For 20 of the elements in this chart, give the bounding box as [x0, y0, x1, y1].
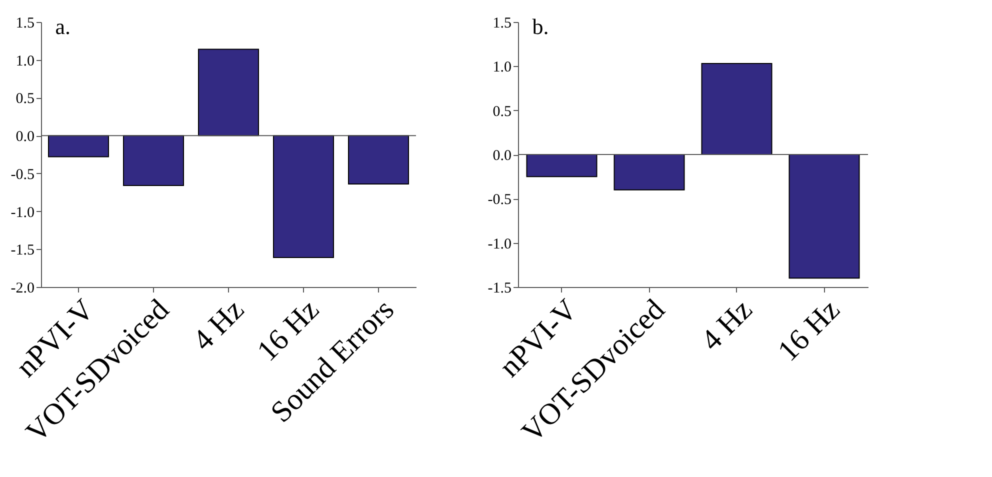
y-tick-label: -1.5	[488, 280, 512, 296]
x-tick-label: 4 Hz	[186, 293, 250, 358]
y-tick-label: -0.5	[488, 192, 512, 208]
y-tick-label: 0.5	[492, 104, 512, 120]
y-tick-label: 1.0	[492, 60, 512, 76]
y-tick-label: -1.0	[488, 236, 512, 252]
chart-title: b.	[532, 14, 549, 39]
y-tick-label: -2.0	[10, 280, 34, 296]
y-tick-label: 1.5	[492, 16, 512, 32]
y-tick-label: -1.5	[10, 242, 34, 259]
y-tick-label: -1.0	[10, 204, 34, 221]
y-tick-label: 1.0	[16, 53, 34, 70]
x-tick-label: 16 Hz	[772, 293, 846, 368]
y-tick-label: 0.5	[16, 91, 34, 108]
y-tick-label: -0.5	[10, 166, 34, 183]
chart-title: a.	[55, 14, 71, 39]
y-tick-label: 0.0	[16, 129, 34, 146]
y-tick-label: 1.5	[16, 16, 34, 32]
y-tick-label: 0.0	[492, 148, 512, 164]
x-tick-label: 4 Hz	[694, 293, 759, 358]
